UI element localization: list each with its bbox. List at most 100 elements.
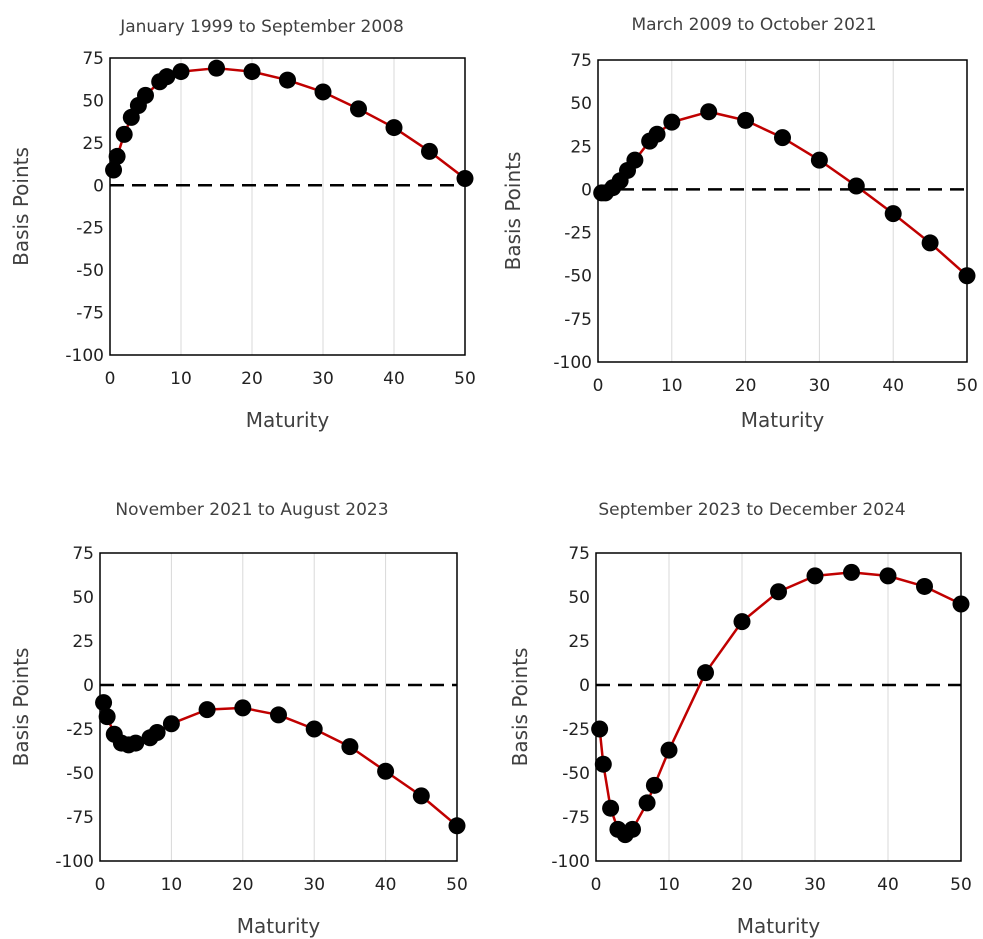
y-tick-label: 75 [570, 51, 592, 71]
chart-title: September 2023 to December 2024 [598, 500, 905, 520]
chart-title: March 2009 to October 2021 [631, 15, 876, 35]
data-point [314, 83, 332, 101]
data-point [591, 720, 609, 738]
x-axis-label: Maturity [741, 408, 825, 432]
data-point [602, 799, 620, 817]
data-point [341, 738, 359, 756]
data-point [412, 787, 430, 805]
x-tick-label: 40 [375, 875, 397, 895]
data-point [884, 205, 902, 223]
x-tick-label: 10 [658, 875, 680, 895]
y-axis-label: Basis Points [9, 648, 33, 767]
data-point [770, 583, 787, 601]
data-point [198, 701, 216, 719]
y-tick-label: -50 [564, 267, 592, 287]
data-point [737, 111, 755, 129]
data-point [305, 720, 323, 738]
y-tick-label: -75 [66, 808, 94, 828]
data-point [648, 125, 666, 143]
data-point [270, 706, 287, 724]
chart-title: January 1999 to September 2008 [119, 17, 404, 37]
x-tick-label: 20 [731, 875, 753, 895]
data-point [645, 776, 663, 794]
data-point [421, 142, 438, 160]
x-tick-label: 0 [591, 875, 602, 895]
y-tick-label: -25 [66, 720, 94, 740]
data-point [594, 755, 612, 773]
x-tick-label: 50 [446, 875, 468, 895]
x-tick-label: 40 [383, 369, 405, 389]
data-point [733, 613, 751, 631]
y-axis-label: Basis Points [501, 152, 525, 271]
data-point [234, 699, 252, 717]
x-tick-label: 20 [735, 376, 757, 396]
data-point [626, 151, 644, 169]
data-point [127, 734, 145, 752]
y-tick-label: 0 [579, 676, 590, 696]
x-tick-label: 0 [95, 875, 106, 895]
data-point [952, 595, 970, 613]
x-tick-label: 10 [161, 875, 183, 895]
data-point [137, 86, 154, 104]
data-point [115, 125, 133, 143]
y-tick-label: 25 [82, 134, 104, 154]
x-tick-label: 50 [950, 875, 972, 895]
x-axis-label: Maturity [246, 408, 330, 432]
y-tick-label: -100 [553, 353, 592, 373]
data-point [208, 59, 225, 77]
data-point [660, 741, 678, 759]
x-tick-label: 30 [303, 875, 325, 895]
data-point [921, 234, 939, 252]
plot-frame [597, 59, 968, 363]
data-point [158, 68, 176, 86]
plot-frame [595, 552, 962, 862]
y-tick-label: 75 [72, 544, 94, 564]
data-point [774, 129, 791, 147]
data-point [916, 577, 933, 595]
y-tick-label: -100 [55, 852, 94, 872]
data-point [172, 63, 190, 81]
x-tick-label: 20 [232, 875, 254, 895]
x-tick-label: 30 [312, 369, 334, 389]
chart-title: November 2021 to August 2023 [115, 500, 388, 520]
x-tick-label: 30 [809, 376, 831, 396]
data-point [148, 724, 166, 742]
y-tick-label: 50 [570, 94, 592, 114]
data-point [958, 267, 976, 285]
x-tick-label: 30 [804, 875, 826, 895]
y-tick-label: -50 [76, 261, 104, 281]
y-axis-label: Basis Points [508, 648, 532, 767]
data-point [98, 708, 116, 726]
y-tick-label: -25 [76, 219, 104, 239]
y-tick-label: -25 [564, 224, 592, 244]
y-tick-label: -75 [562, 808, 590, 828]
y-tick-label: 0 [581, 180, 592, 200]
x-tick-label: 50 [956, 376, 978, 396]
data-point [279, 71, 296, 89]
x-tick-label: 0 [593, 376, 604, 396]
y-tick-label: -50 [66, 764, 94, 784]
data-point [843, 563, 860, 581]
y-tick-label: 75 [82, 49, 104, 69]
y-tick-label: 25 [570, 137, 592, 157]
y-axis-label: Basis Points [9, 147, 33, 266]
x-axis-label: Maturity [737, 914, 821, 938]
data-point [385, 119, 403, 137]
data-point [105, 161, 123, 179]
x-tick-label: 0 [105, 369, 116, 389]
x-tick-label: 10 [661, 376, 683, 396]
data-point [810, 151, 828, 169]
data-point [95, 694, 113, 712]
y-tick-label: 50 [568, 588, 590, 608]
y-tick-label: -100 [551, 852, 590, 872]
data-point [243, 63, 261, 81]
data-point [847, 177, 865, 195]
x-axis-label: Maturity [237, 914, 321, 938]
x-tick-label: 50 [454, 369, 476, 389]
x-tick-label: 40 [882, 376, 904, 396]
data-point [700, 103, 718, 121]
